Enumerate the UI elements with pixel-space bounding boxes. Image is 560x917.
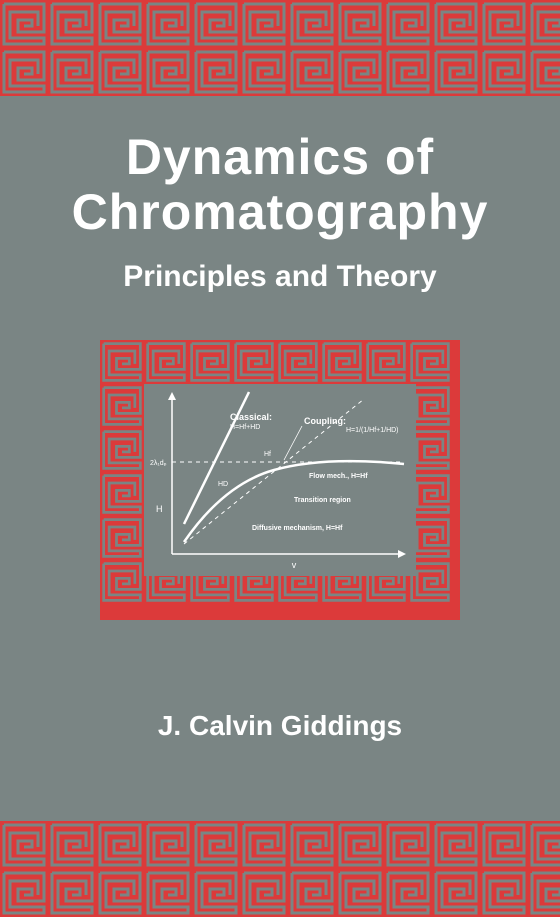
title-line-1: Dynamics of	[126, 129, 434, 185]
greek-key-cell	[480, 0, 528, 48]
greek-key-cell	[432, 48, 480, 96]
greek-key-cell	[96, 48, 144, 96]
svg-text:2λ₁dₚ: 2λ₁dₚ	[150, 460, 167, 467]
greek-key-cell	[480, 821, 528, 869]
greek-key-cell	[528, 821, 560, 869]
greek-key-cell	[528, 0, 560, 48]
greek-key-cell	[432, 821, 480, 869]
greek-key-cell	[100, 428, 144, 472]
figure-frame: 2λ₁dₚ Hv Classical: H=Hf+HD Coupling:H=1/(1/…	[100, 340, 460, 620]
greek-key-cell	[192, 869, 240, 917]
greek-key-cell	[480, 869, 528, 917]
bottom-decorative-border	[0, 821, 560, 917]
greek-key-cell	[0, 821, 48, 869]
greek-key-cell	[364, 340, 408, 384]
greek-key-cell	[384, 821, 432, 869]
greek-key-cell	[336, 48, 384, 96]
svg-text:v: v	[292, 560, 297, 570]
greek-key-cell	[288, 869, 336, 917]
greek-key-cell	[320, 340, 364, 384]
greek-key-cell	[48, 0, 96, 48]
greek-key-cell	[240, 0, 288, 48]
svg-text:Diffusive mechanism, H=Hf: Diffusive mechanism, H=Hf	[252, 525, 343, 532]
author-name: J. Calvin Giddings	[0, 710, 560, 742]
greek-key-cell	[0, 48, 48, 96]
greek-key-cell	[240, 821, 288, 869]
greek-key-cell	[96, 821, 144, 869]
greek-key-cell	[100, 384, 144, 428]
greek-key-cell	[384, 48, 432, 96]
greek-key-cell	[48, 869, 96, 917]
greek-key-cell	[100, 516, 144, 560]
chromatography-chart: 2λ₁dₚ Hv Classical: H=Hf+HD Coupling:H=1/(1/…	[144, 384, 416, 576]
greek-key-cell	[144, 48, 192, 96]
greek-key-cell	[336, 0, 384, 48]
greek-key-cell	[192, 0, 240, 48]
greek-key-cell	[480, 48, 528, 96]
greek-key-cell	[144, 869, 192, 917]
top-decorative-border	[0, 0, 560, 96]
svg-text:Coupling:: Coupling:	[304, 416, 346, 426]
greek-key-cell	[96, 0, 144, 48]
greek-key-cell	[144, 821, 192, 869]
greek-key-cell	[288, 821, 336, 869]
greek-key-cell	[528, 869, 560, 917]
greek-key-cell	[144, 0, 192, 48]
book-title: Dynamics of Chromatography	[0, 130, 560, 240]
svg-text:Flow mech., H=Hf: Flow mech., H=Hf	[309, 473, 368, 480]
greek-key-cell	[232, 340, 276, 384]
svg-text:H=1/(1/Hf+1/HD): H=1/(1/Hf+1/HD)	[346, 427, 399, 434]
greek-key-cell	[288, 48, 336, 96]
greek-key-cell	[100, 340, 144, 384]
book-subtitle: Principles and Theory	[0, 260, 560, 294]
svg-text:Classical:: Classical:	[230, 412, 272, 422]
greek-key-cell	[96, 869, 144, 917]
greek-key-cell	[192, 48, 240, 96]
svg-text:Hf: Hf	[264, 451, 271, 458]
greek-key-cell	[0, 869, 48, 917]
greek-key-cell	[528, 48, 560, 96]
greek-key-cell	[240, 869, 288, 917]
greek-key-cell	[100, 560, 144, 604]
greek-key-cell	[192, 821, 240, 869]
greek-key-cell	[336, 869, 384, 917]
greek-key-cell	[188, 340, 232, 384]
greek-key-cell	[0, 0, 48, 48]
greek-key-cell	[432, 0, 480, 48]
greek-key-cell	[48, 821, 96, 869]
svg-text:Transition region: Transition region	[294, 497, 351, 504]
greek-key-cell	[100, 472, 144, 516]
greek-key-cell	[384, 0, 432, 48]
greek-key-cell	[48, 48, 96, 96]
greek-key-cell	[144, 340, 188, 384]
greek-key-cell	[336, 821, 384, 869]
svg-text:HD: HD	[218, 481, 228, 488]
greek-key-cell	[432, 869, 480, 917]
greek-key-cell	[288, 0, 336, 48]
greek-key-cell	[384, 869, 432, 917]
figure-inner-panel: 2λ₁dₚ Hv Classical: H=Hf+HD Coupling:H=1/(1/…	[144, 384, 416, 576]
title-line-2: Chromatography	[72, 184, 489, 240]
greek-key-cell	[408, 340, 452, 384]
greek-key-cell	[240, 48, 288, 96]
svg-text:H: H	[156, 504, 163, 514]
greek-key-cell	[276, 340, 320, 384]
svg-text:H=Hf+HD: H=Hf+HD	[230, 424, 260, 431]
